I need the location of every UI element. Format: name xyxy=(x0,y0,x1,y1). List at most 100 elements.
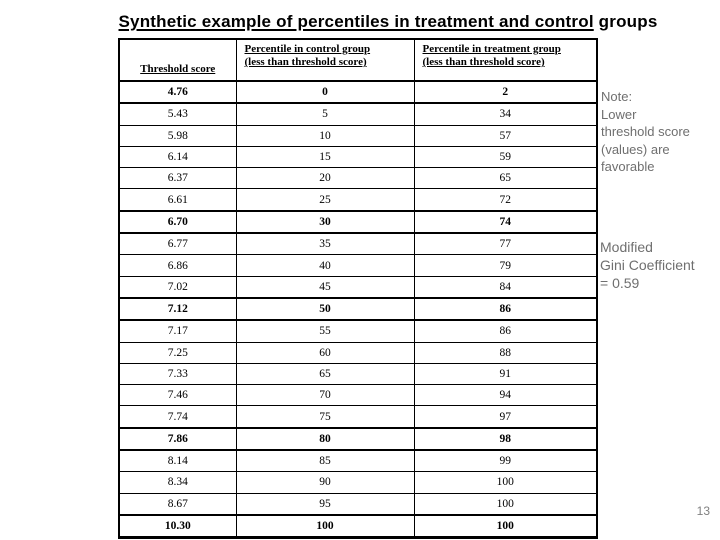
table-cell: 95 xyxy=(235,492,415,516)
table-cell: 57 xyxy=(413,124,598,147)
table-cell: 85 xyxy=(235,449,415,473)
header-treatment-line1: Percentile in treatment group xyxy=(422,43,561,55)
table-cell: 8.34 xyxy=(118,471,237,494)
table-cell: 5 xyxy=(235,102,415,126)
table-cell: 50 xyxy=(235,296,415,322)
table-cell: 7.02 xyxy=(118,275,237,299)
table-row: 6.70 30 74 xyxy=(118,209,598,235)
table-row: 7.33 65 91 xyxy=(118,362,598,386)
table-cell: 75 xyxy=(235,405,415,429)
note-line: threshold score xyxy=(601,124,690,139)
table-cell: 30 xyxy=(235,209,415,235)
header-treatment-line2: (less than threshold score) xyxy=(422,56,545,68)
table-cell: 99 xyxy=(413,449,598,473)
table-cell: 15 xyxy=(235,145,415,169)
header-threshold-score: Threshold score xyxy=(118,38,237,82)
table-cell: 25 xyxy=(235,188,415,212)
note-line: (values) are xyxy=(601,141,670,157)
table-cell: 94 xyxy=(413,384,598,407)
table-cell: 7.33 xyxy=(118,362,237,386)
table-cell: 60 xyxy=(235,341,415,364)
percentile-table-header: Threshold score Percentile in control gr… xyxy=(118,38,598,82)
table-cell: 72 xyxy=(413,188,598,212)
table-cell: 5.98 xyxy=(118,124,237,147)
table-cell: 40 xyxy=(235,254,415,277)
header-control-group: Percentile in control group (less than t… xyxy=(235,38,415,82)
gini-line: Modified xyxy=(600,239,653,255)
table-cell: 7.74 xyxy=(118,405,237,429)
table-cell: 86 xyxy=(413,319,598,343)
table-cell: 7.46 xyxy=(118,384,237,407)
table-cell: 8.67 xyxy=(118,492,237,516)
slide-title-underlined-part: Synthetic example of percentiles in trea… xyxy=(118,12,594,31)
table-cell: 4.76 xyxy=(118,79,237,105)
note-favorable: Note: Lower threshold score (values) are fav… xyxy=(601,88,690,176)
table-cell: 100 xyxy=(235,513,415,539)
table-cell: 6.77 xyxy=(118,232,237,256)
table-row: 5.43 5 34 xyxy=(118,102,598,126)
table-cell: 91 xyxy=(413,362,598,386)
table-cell: 10.30 xyxy=(118,513,237,539)
header-control-line2: (less than threshold score) xyxy=(244,56,367,68)
table-row: 6.37 20 65 xyxy=(118,167,598,190)
table-cell: 65 xyxy=(235,362,415,386)
table-row: 7.25 60 88 xyxy=(118,341,598,364)
percentile-table-body: 4.76 0 2 5.43 5 34 5.98 10 57 6.14 15 59 6.37 20 65 6.6… xyxy=(118,79,598,539)
header-control-line1: Percentile in control group xyxy=(244,43,371,55)
table-cell: 8.14 xyxy=(118,449,237,473)
table-cell: 20 xyxy=(235,167,415,190)
table-cell: 100 xyxy=(413,471,598,494)
table-cell: 100 xyxy=(413,513,598,539)
table-cell: 80 xyxy=(235,426,415,452)
header-treatment-group: Percentile in treatment group (less than… xyxy=(413,38,598,82)
table-row: 4.76 0 2 xyxy=(118,79,598,105)
table-cell: 6.14 xyxy=(118,145,237,169)
gini-line: Gini Coefficient xyxy=(600,257,695,273)
percentile-table: Threshold score Percentile in control gr… xyxy=(118,38,598,540)
table-cell: 6.61 xyxy=(118,188,237,212)
note-line: Note: xyxy=(601,89,633,104)
slide-title: Synthetic example of percentiles in trea… xyxy=(56,12,720,32)
table-cell: 6.70 xyxy=(118,209,237,235)
page-number: 13 xyxy=(696,504,710,518)
table-row: 6.77 35 77 xyxy=(118,232,598,256)
table-cell: 88 xyxy=(413,341,598,364)
note-gini-coefficient: Modified Gini Coefficient = 0.59 xyxy=(600,238,695,292)
table-cell: 45 xyxy=(235,275,415,299)
table-cell: 0 xyxy=(235,79,415,105)
table-cell: 59 xyxy=(413,145,598,169)
table-row: 7.74 75 97 xyxy=(118,405,598,429)
table-cell: 98 xyxy=(413,426,598,452)
slide-title-plain-part: groups xyxy=(593,12,658,31)
table-row: 7.17 55 86 xyxy=(118,319,598,343)
table-cell: 35 xyxy=(235,232,415,256)
note-line: Lower xyxy=(601,106,637,122)
note-line: favorable xyxy=(601,159,655,174)
table-cell: 65 xyxy=(413,167,598,190)
table-cell: 74 xyxy=(413,209,598,235)
table-cell: 34 xyxy=(413,102,598,126)
table-cell: 97 xyxy=(413,405,598,429)
table-cell: 100 xyxy=(413,492,598,516)
table-cell: 84 xyxy=(413,275,598,299)
table-cell: 7.17 xyxy=(118,319,237,343)
table-cell: 79 xyxy=(413,254,598,277)
table-cell: 90 xyxy=(235,471,415,494)
header-threshold-score-label: Threshold score xyxy=(140,63,216,75)
table-row: 6.14 15 59 xyxy=(118,145,598,169)
gini-line: = 0.59 xyxy=(600,275,640,291)
table-cell: 86 xyxy=(413,296,598,322)
table-row: 7.86 80 98 xyxy=(118,426,598,452)
table-row: 7.46 70 94 xyxy=(118,384,598,407)
table-row: 8.67 95 100 xyxy=(118,492,598,516)
table-cell: 7.12 xyxy=(118,296,237,322)
table-cell: 6.37 xyxy=(118,167,237,190)
table-cell: 70 xyxy=(235,384,415,407)
table-cell: 77 xyxy=(413,232,598,256)
table-row: 8.14 85 99 xyxy=(118,449,598,473)
table-cell: 7.25 xyxy=(118,341,237,364)
table-cell: 10 xyxy=(235,124,415,147)
table-cell: 7.86 xyxy=(118,426,237,452)
table-cell: 6.86 xyxy=(118,254,237,277)
